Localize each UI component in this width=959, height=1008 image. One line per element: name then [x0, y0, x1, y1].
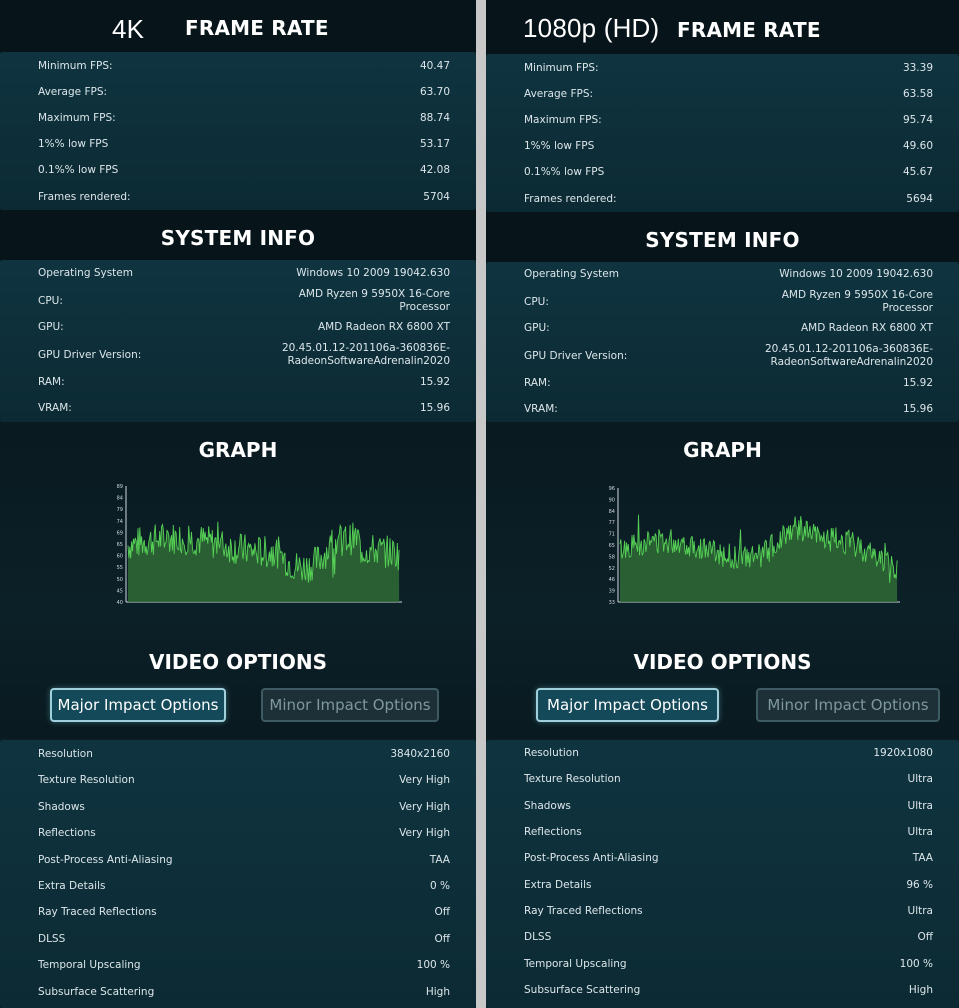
stat-row: 1%% low FPS 49.60 — [524, 140, 933, 152]
fps-graph: 89 84 79 74 69 65 60 55 50 45 40 — [117, 484, 402, 606]
info-row: CPU: AMD Ryzen 9 5950X 16-Core Processor — [524, 289, 933, 314]
option-row: Reflections Ultra — [524, 826, 933, 838]
y-tick-label: 74 — [117, 519, 123, 525]
stat-row: Maximum FPS: 88.74 — [38, 112, 450, 124]
graph-title: GRAPH — [683, 438, 762, 462]
info-row: CPU: AMD Ryzen 9 5950X 16-Core Processor — [38, 288, 450, 313]
frame-rate-title: FRAME RATE — [185, 16, 329, 40]
option-row: Post-Process Anti-Aliasing TAA — [38, 854, 450, 866]
option-row: Temporal Upscaling 100 % — [38, 959, 450, 971]
y-tick-label: 69 — [117, 530, 123, 536]
y-tick-label: 79 — [117, 507, 123, 513]
video-options-title: VIDEO OPTIONS — [148, 650, 328, 674]
frame-rate-section: Minimum FPS: 33.39 Average FPS: 63.58 Maxi… — [486, 54, 959, 212]
info-row: RAM: 15.92 — [524, 377, 933, 389]
option-row: Extra Details 0 % — [38, 880, 450, 892]
option-row: Ray Traced Reflections Off — [38, 906, 450, 918]
y-tick-label: 96 — [609, 486, 615, 492]
info-row: VRAM: 15.96 — [524, 403, 933, 415]
video-options-section: Resolution 3840x2160 Texture Resolution Ve… — [0, 740, 476, 1008]
option-row: DLSS Off — [524, 931, 933, 943]
graph-area: GRAPH 96 90 84 77 71 65 58 52 46 39 33 VIDEO OPTIO… — [486, 422, 959, 738]
stat-row: Minimum FPS: 40.47 — [38, 60, 450, 72]
stat-row: Frames rendered: 5704 — [38, 191, 450, 203]
info-row: GPU Driver Version: 20.45.01.12-201106a-3… — [524, 343, 933, 368]
frame-rate-header: 1080p (HD) FRAME RATE — [486, 0, 959, 54]
y-tick-label: 50 — [117, 577, 123, 583]
info-row: Operating System Windows 10 2009 19042.63… — [38, 267, 450, 279]
option-row: Post-Process Anti-Aliasing TAA — [524, 852, 933, 864]
y-tick-label: 65 — [117, 542, 123, 548]
fps-graph: 96 90 84 77 71 65 58 52 46 39 33 — [609, 486, 900, 606]
system-info-title: SYSTEM INFO — [160, 226, 316, 250]
video-options-title: VIDEO OPTIONS — [633, 650, 812, 674]
y-tick-label: 65 — [609, 543, 615, 549]
y-tick-label: 55 — [117, 565, 123, 571]
stat-row: Average FPS: 63.70 — [38, 86, 450, 98]
system-info-header: SYSTEM INFO — [486, 212, 959, 262]
option-row: Shadows Ultra — [524, 800, 933, 812]
y-tick-label: 33 — [609, 600, 615, 606]
y-tick-label: 71 — [609, 532, 615, 538]
fps-line — [127, 521, 400, 583]
stat-row: 0.1%% low FPS 42.08 — [38, 164, 450, 176]
graph-area: GRAPH 89 84 79 74 69 65 60 55 50 45 40 VIDEO OPTIO… — [0, 422, 476, 738]
frame-rate-section: Minimum FPS: 40.47 Average FPS: 63.70 Maxi… — [0, 52, 476, 210]
fps-line — [619, 514, 898, 583]
video-options-section: Resolution 1920x1080 Texture Resolution Ul… — [486, 740, 959, 1008]
stat-row: Frames rendered: 5694 — [524, 193, 933, 205]
option-row: Temporal Upscaling 100 % — [524, 958, 933, 970]
system-info-section: Operating System Windows 10 2009 19042.63… — [0, 260, 476, 422]
info-row: VRAM: 15.96 — [38, 402, 450, 414]
system-info-header: SYSTEM INFO — [0, 210, 476, 260]
y-tick-label: 58 — [609, 554, 615, 560]
y-tick-label: 45 — [117, 588, 123, 594]
frame-rate-title: FRAME RATE — [677, 18, 821, 42]
system-info-title: SYSTEM INFO — [645, 228, 800, 252]
stat-row: 0.1%% low FPS 45.67 — [524, 166, 933, 178]
y-tick-label: 60 — [117, 554, 123, 560]
frame-rate-header: 4K FRAME RATE — [0, 0, 476, 52]
major-impact-options-button[interactable]: Major Impact Options — [536, 688, 719, 722]
stat-row: Average FPS: 63.58 — [524, 88, 933, 100]
option-row: Subsurface Scattering High — [524, 984, 933, 996]
minor-impact-options-button[interactable]: Minor Impact Options — [756, 688, 940, 722]
option-row: Texture Resolution Ultra — [524, 773, 933, 785]
y-tick-label: 40 — [117, 600, 123, 606]
option-row: DLSS Off — [38, 933, 450, 945]
y-tick-label: 39 — [609, 589, 615, 595]
y-tick-label: 84 — [609, 509, 615, 515]
y-tick-label: 52 — [609, 566, 615, 572]
option-row: Resolution 3840x2160 — [38, 748, 450, 760]
benchmark-panel-1080p: 1080p (HD) FRAME RATE Minimum FPS: 33.39 … — [486, 0, 959, 1008]
info-row: Operating System Windows 10 2009 19042.63… — [524, 268, 933, 280]
info-row: GPU Driver Version: 20.45.01.12-201106a-3… — [38, 342, 450, 367]
fps-area — [620, 514, 898, 602]
y-tick-label: 90 — [609, 497, 615, 503]
info-row: GPU: AMD Radeon RX 6800 XT — [38, 321, 450, 333]
stat-row: Maximum FPS: 95.74 — [524, 114, 933, 126]
option-row: Texture Resolution Very High — [38, 774, 450, 786]
benchmark-panel-4k: 4K FRAME RATE Minimum FPS: 40.47 Average … — [0, 0, 476, 1008]
option-row: Ray Traced Reflections Ultra — [524, 905, 933, 917]
minor-impact-options-button[interactable]: Minor Impact Options — [261, 688, 439, 722]
stat-row: Minimum FPS: 33.39 — [524, 62, 933, 74]
option-row: Resolution 1920x1080 — [524, 747, 933, 759]
option-row: Extra Details 96 % — [524, 879, 933, 891]
option-row: Shadows Very High — [38, 801, 450, 813]
graph-title: GRAPH — [198, 438, 278, 462]
info-row: RAM: 15.92 — [38, 376, 450, 388]
system-info-section: Operating System Windows 10 2009 19042.63… — [486, 262, 959, 422]
option-row: Reflections Very High — [38, 827, 450, 839]
y-tick-label: 77 — [609, 520, 615, 526]
info-row: GPU: AMD Radeon RX 6800 XT — [524, 322, 933, 334]
major-impact-options-button[interactable]: Major Impact Options — [50, 688, 226, 722]
resolution-tag: 1080p (HD) — [523, 13, 660, 43]
stat-row: 1%% low FPS 53.17 — [38, 138, 450, 150]
y-tick-label: 46 — [609, 577, 615, 583]
y-tick-label: 89 — [117, 484, 123, 490]
option-row: Subsurface Scattering High — [38, 986, 450, 998]
y-tick-label: 84 — [117, 496, 123, 502]
resolution-tag: 4K — [112, 14, 145, 44]
